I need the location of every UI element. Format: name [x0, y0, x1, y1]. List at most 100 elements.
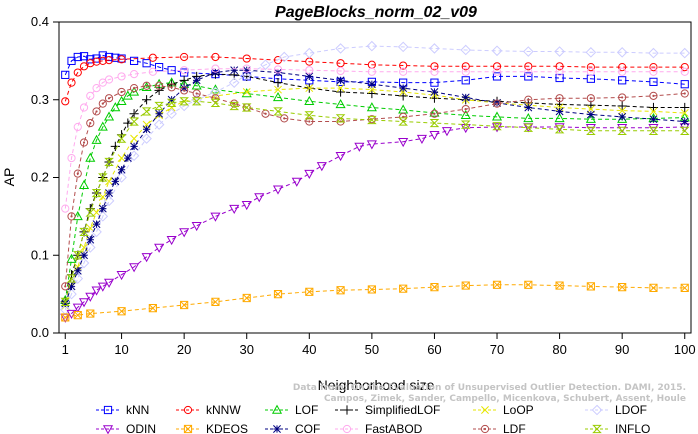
point-fastabod — [148, 67, 157, 76]
point-inflo — [141, 107, 152, 116]
point-fastabod — [492, 67, 502, 76]
point-fastabod — [129, 69, 139, 79]
point-simplifiedlof — [617, 101, 627, 111]
point-inflo — [241, 103, 252, 112]
series-line-knnw — [64, 56, 685, 102]
point-knnw — [492, 62, 502, 71]
point-inflo — [492, 122, 502, 131]
point-ldof — [97, 211, 109, 222]
point-ldf — [67, 212, 76, 221]
point-cof — [180, 84, 189, 93]
point-inflo — [104, 157, 114, 167]
legend-item-fastabod: FastABOD — [335, 422, 423, 434]
marker-dot — [76, 172, 79, 175]
point-knnw — [242, 54, 251, 63]
point-ldf — [167, 83, 176, 92]
marker-dot — [101, 102, 104, 105]
point-cof — [586, 110, 595, 119]
point-inflo — [85, 208, 96, 217]
series-layer — [59, 40, 691, 323]
point-knn — [618, 76, 627, 85]
point-kdeos — [586, 282, 595, 291]
point-odin — [78, 298, 90, 308]
point-fastabod — [618, 67, 627, 76]
point-cof — [61, 299, 70, 308]
point-inflo — [367, 115, 377, 125]
point-ldf — [104, 94, 114, 103]
point-knnw — [211, 52, 220, 62]
point-ldof — [303, 47, 315, 59]
point-loop — [399, 88, 408, 96]
point-odin — [291, 177, 302, 187]
point-ldf — [680, 89, 689, 98]
point-ldof — [648, 47, 659, 59]
point-cof — [123, 154, 132, 163]
marker-ring — [142, 81, 151, 90]
legend-marker-ldof — [591, 404, 603, 416]
point-cof — [680, 117, 689, 126]
point-ldof — [335, 43, 346, 54]
point-simplifiedlof — [273, 78, 283, 88]
point-fastabod — [336, 66, 345, 76]
point-odin — [129, 263, 140, 273]
series-knnw — [61, 52, 689, 106]
point-ldf — [142, 81, 151, 90]
point-ldof — [210, 86, 221, 98]
point-odin — [141, 253, 152, 263]
point-ldf — [192, 89, 201, 98]
point-loop — [242, 88, 251, 96]
legend-label-cof: COF — [295, 422, 320, 434]
point-cof — [80, 251, 88, 260]
series-inflo — [60, 97, 690, 306]
marker-ring — [555, 94, 564, 103]
point-ldof — [366, 40, 378, 52]
point-knn — [73, 52, 82, 62]
point-kdeos — [61, 313, 70, 322]
x-tick-label: 100 — [674, 342, 696, 357]
point-ldf — [61, 282, 70, 291]
point-lof — [141, 81, 152, 92]
point-odin — [441, 127, 453, 137]
point-inflo — [154, 101, 164, 111]
point-inflo — [79, 227, 89, 237]
marker-dot — [195, 92, 198, 95]
point-ldf — [399, 112, 408, 121]
legend-item-lof: LOF — [265, 403, 318, 417]
point-lof — [523, 112, 534, 123]
point-ldof — [228, 77, 240, 88]
x-tick-label: 90 — [615, 342, 629, 357]
series-line-lof — [64, 82, 685, 301]
marker-dot — [70, 215, 73, 218]
marker-dot — [107, 97, 111, 100]
marker-ring — [305, 117, 314, 126]
marker-dot — [308, 120, 311, 123]
marker-dot — [132, 86, 136, 90]
legend: kNN kNNW LOF SimplifiedLOF LoOP LDOF ODIN KDEOS… — [96, 403, 650, 434]
point-lof — [585, 113, 596, 123]
point-ldf — [430, 109, 439, 118]
marker-dot — [82, 141, 86, 144]
x-tick-label: 70 — [490, 342, 504, 357]
legend-marker-ldf — [480, 424, 490, 434]
point-knnw — [430, 62, 439, 71]
point-inflo — [617, 126, 627, 135]
point-knnw — [461, 62, 470, 71]
point-ldof — [103, 195, 115, 207]
y-axis: 0.0 0.1 0.2 0.3 0.4 — [31, 14, 59, 340]
series-line-odin — [65, 126, 685, 318]
point-knnw — [86, 59, 95, 68]
point-inflo — [72, 251, 83, 260]
y-tick-label: 0.2 — [31, 170, 49, 185]
marker-ring — [129, 83, 139, 93]
point-knn — [61, 70, 70, 79]
point-kdeos — [273, 290, 283, 299]
point-lof — [241, 88, 252, 98]
point-fastabod — [586, 67, 595, 76]
point-odin — [191, 222, 202, 232]
point-cof — [98, 204, 107, 213]
legend-item-simplifiedlof: SimplifiedLOF — [335, 403, 440, 417]
point-cof — [649, 115, 658, 124]
point-fastabod — [273, 65, 283, 74]
legend-marker-kdeos — [183, 424, 193, 434]
point-ldof — [554, 46, 565, 57]
